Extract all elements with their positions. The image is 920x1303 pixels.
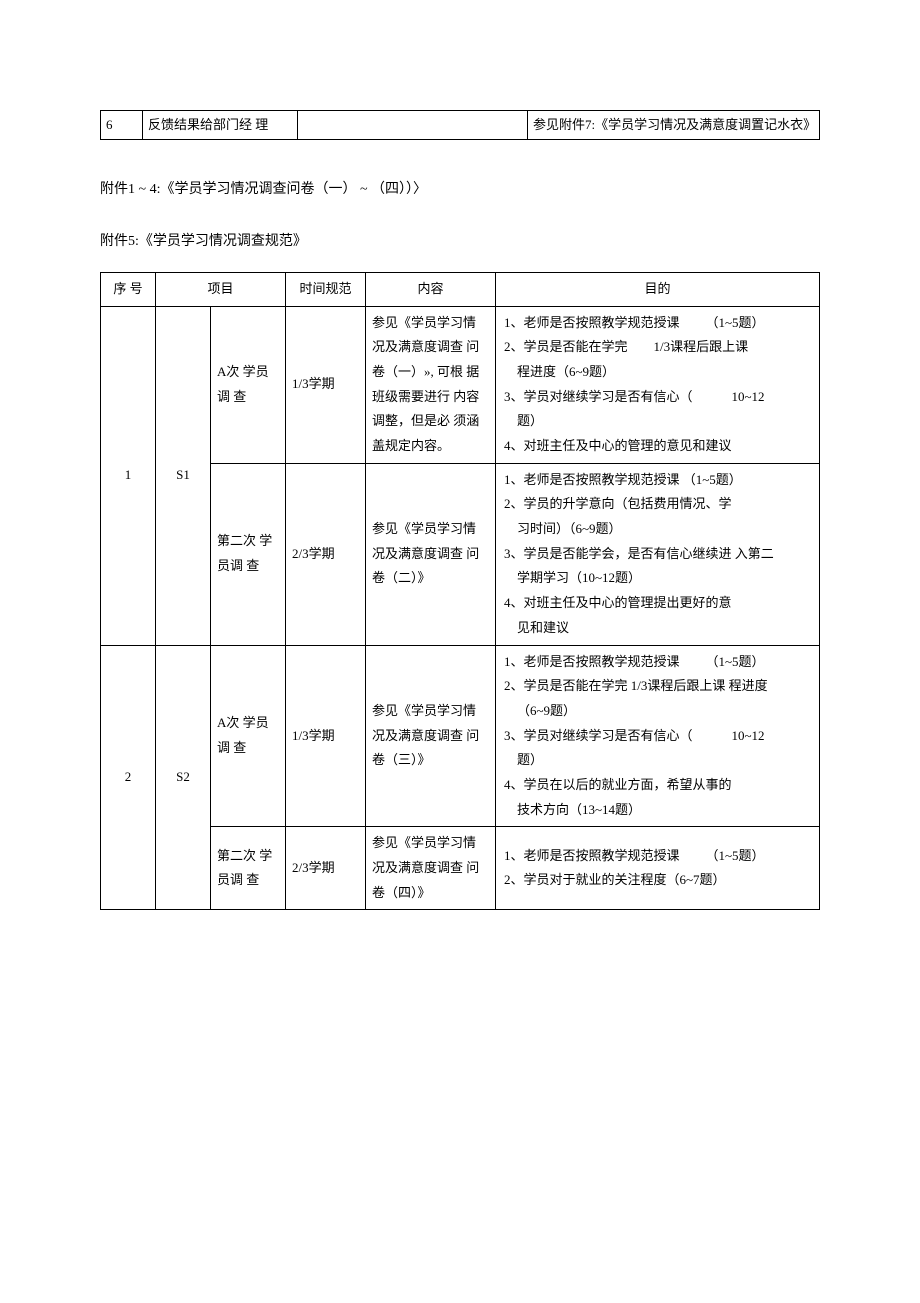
cell-time: 2/3学期 xyxy=(286,463,366,645)
cell-time: 1/3学期 xyxy=(286,306,366,463)
cell-time: 1/3学期 xyxy=(286,645,366,827)
cell-project: A次 学员 调 查 xyxy=(211,645,286,827)
table-row: 1S1A次 学员 调 查1/3学期参见《学员学习情 况及满意度调查 问卷（一）»… xyxy=(101,306,820,463)
cell-stage: S2 xyxy=(156,645,211,910)
cell-purpose: 1、老师是否按照教学规范授课 （1~5题） 2、学员的升学意向（包括费用情况、学… xyxy=(496,463,820,645)
col-time: 时间规范 xyxy=(286,272,366,306)
col-purpose: 目的 xyxy=(496,272,820,306)
cell-note: 参见附件7:《学员学习情况及满意度调置记水衣》 xyxy=(528,111,820,140)
attachment-label-5: 附件5:《学员学习情况调查规范》 xyxy=(100,230,820,250)
cell-blank xyxy=(298,111,528,140)
document-page: 6 反馈结果给部门经 理 参见附件7:《学员学习情况及满意度调置记水衣》 附件1… xyxy=(0,0,920,970)
cell-content: 参见《学员学习情 况及满意度调查 问卷（三）》 xyxy=(366,645,496,827)
cell-time: 2/3学期 xyxy=(286,827,366,910)
cell-project: 第二次 学 员调 查 xyxy=(211,827,286,910)
col-project: 项目 xyxy=(156,272,286,306)
top-table: 6 反馈结果给部门经 理 参见附件7:《学员学习情况及满意度调置记水衣》 xyxy=(100,110,820,140)
cell-purpose: 1、老师是否按照教学规范授课 （1~5题） 2、学员对于就业的关注程度（6~7题… xyxy=(496,827,820,910)
cell-seq: 6 xyxy=(101,111,143,140)
col-seq: 序 号 xyxy=(101,272,156,306)
attachment-label-1-4: 附件1 ~ 4:《学员学习情况调查问卷（一） ~ （四））〉 xyxy=(100,178,820,202)
cell-content: 参见《学员学习情 况及满意度调查 问卷（二）》 xyxy=(366,463,496,645)
cell-action: 反馈结果给部门经 理 xyxy=(143,111,298,140)
cell-content: 参见《学员学习情 况及满意度调查 问卷（一）», 可根 据班级需要进行 内容调整… xyxy=(366,306,496,463)
cell-seq: 1 xyxy=(101,306,156,645)
table-row: 2S2A次 学员 调 查1/3学期参见《学员学习情 况及满意度调查 问卷（三）》… xyxy=(101,645,820,827)
cell-content: 参见《学员学习情 况及满意度调查 问卷（四）》 xyxy=(366,827,496,910)
cell-purpose: 1、老师是否按照教学规范授课 （1~5题） 2、学员是否能在学完 1/3课程后跟… xyxy=(496,645,820,827)
cell-seq: 2 xyxy=(101,645,156,910)
table-header-row: 序 号 项目 时间规范 内容 目的 xyxy=(101,272,820,306)
main-table: 序 号 项目 时间规范 内容 目的 1S1A次 学员 调 查1/3学期参见《学员… xyxy=(100,272,820,911)
table-row: 6 反馈结果给部门经 理 参见附件7:《学员学习情况及满意度调置记水衣》 xyxy=(101,111,820,140)
cell-project: 第二次 学 员调 查 xyxy=(211,463,286,645)
cell-project: A次 学员 调 查 xyxy=(211,306,286,463)
cell-purpose: 1、老师是否按照教学规范授课 （1~5题） 2、学员是否能在学完 1/3课程后跟… xyxy=(496,306,820,463)
cell-stage: S1 xyxy=(156,306,211,645)
col-content: 内容 xyxy=(366,272,496,306)
